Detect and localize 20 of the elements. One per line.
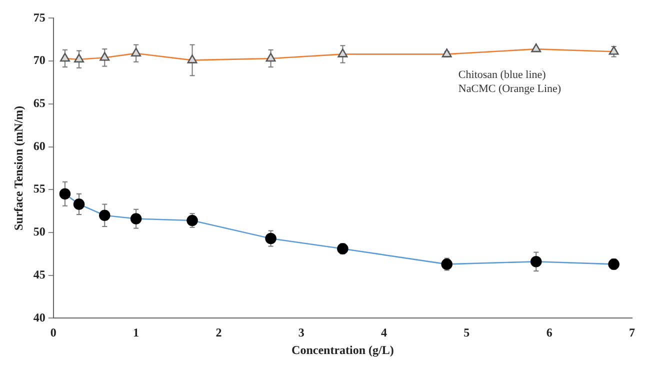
y-tick-label: 50	[33, 224, 46, 239]
y-tick-label: 55	[33, 182, 46, 196]
x-axis-title: Concentration (g/L)	[292, 342, 394, 357]
x-tick-label: 0	[50, 325, 56, 340]
annotation: Chitosan (blue line)	[458, 69, 546, 82]
annotation: NaCMC (Orange Line)	[458, 83, 562, 96]
x-tick-label: 4	[381, 325, 388, 340]
x-tick-label: 6	[546, 325, 552, 340]
x-tick-label: 3	[298, 325, 304, 340]
x-tick-label: 1	[133, 325, 140, 340]
y-tick-label: 75	[33, 10, 46, 24]
y-tick-label: 45	[33, 267, 46, 282]
y-tick-label: 65	[33, 96, 46, 110]
y-tick-label: 70	[33, 53, 46, 68]
y-tick-label: 60	[33, 138, 46, 153]
x-tick-label: 5	[464, 325, 470, 340]
x-tick-label: 2	[216, 325, 222, 340]
y-tick-label: 40	[33, 310, 46, 324]
y-axis-title: Surface Tension (mN/m)	[11, 106, 26, 231]
x-tick-label: 7	[629, 325, 635, 340]
